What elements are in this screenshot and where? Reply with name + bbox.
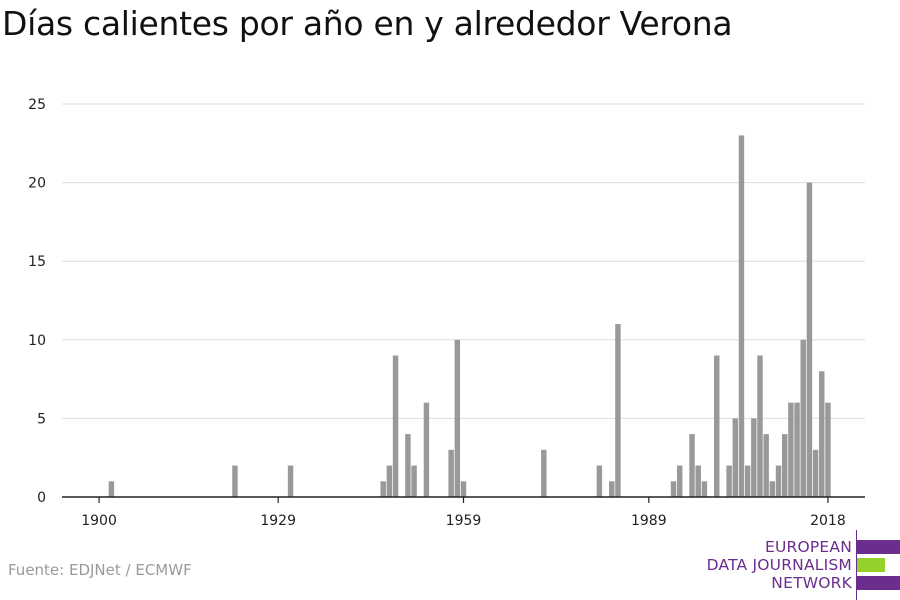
bar <box>689 434 695 497</box>
bar <box>819 371 825 497</box>
y-tick-label: 25 <box>28 97 46 113</box>
bar <box>411 465 417 497</box>
bars <box>108 135 831 497</box>
y-tick-label: 5 <box>37 411 46 427</box>
bar <box>806 182 813 497</box>
bar <box>386 465 393 497</box>
logo-purple-bar-bottom <box>857 576 900 590</box>
gridlines <box>62 103 865 419</box>
y-tick-label: 15 <box>28 254 46 270</box>
x-tick-label: 1900 <box>81 513 117 529</box>
bar <box>448 449 454 497</box>
bar <box>108 481 115 497</box>
bar <box>763 434 769 497</box>
x-tick-label: 1929 <box>260 513 296 529</box>
x-tick-label: 2018 <box>810 513 846 529</box>
bar <box>738 135 745 497</box>
logo-purple-bar-top <box>857 540 900 554</box>
logo-line-european: EUROPEAN <box>764 538 852 556</box>
bar <box>825 402 831 497</box>
logo-line-data-journalism: DATA JOURNALISM <box>706 556 852 574</box>
bar <box>615 324 621 497</box>
bar <box>596 465 603 497</box>
logo-green-bar <box>857 558 885 572</box>
bar <box>781 434 788 497</box>
bar-chart: 0 5 10 15 20 25 1900 1929 1959 1989 2018 <box>28 97 865 529</box>
bar <box>460 481 467 497</box>
source-note: Fuente: EDJNet / ECMWF <box>8 561 192 579</box>
bar <box>676 465 683 497</box>
bar <box>380 481 386 497</box>
x-tick-label: 1959 <box>446 513 482 529</box>
bar <box>695 465 701 497</box>
bar <box>751 418 757 497</box>
bar <box>701 481 708 497</box>
bar <box>769 481 776 497</box>
bar <box>732 418 739 497</box>
bar <box>392 355 399 497</box>
y-tick-label: 20 <box>28 176 46 192</box>
bar <box>800 339 806 497</box>
bar <box>726 465 732 497</box>
bar <box>232 465 238 497</box>
bar <box>794 402 800 497</box>
bar <box>744 465 751 497</box>
bar <box>812 449 819 497</box>
edjnet-logo: EUROPEAN DATA JOURNALISM NETWORK <box>700 530 900 600</box>
bar <box>775 465 782 497</box>
y-tick-label: 0 <box>37 490 46 506</box>
axes: 0 5 10 15 20 25 1900 1929 1959 1989 2018 <box>28 97 865 529</box>
logo-line-network: NETWORK <box>771 574 852 592</box>
logo-divider <box>856 530 857 600</box>
bar <box>757 355 763 497</box>
bar <box>287 465 294 497</box>
bar <box>405 434 411 497</box>
chart-title: Días calientes por año en y alrededor Ve… <box>2 4 733 43</box>
bar <box>609 481 615 497</box>
bar <box>454 339 461 497</box>
bar <box>714 355 720 497</box>
y-tick-label: 10 <box>28 333 46 349</box>
bar <box>788 402 794 497</box>
bar <box>423 402 430 497</box>
x-tick-label: 1989 <box>631 513 667 529</box>
bar <box>670 481 677 497</box>
bar <box>541 449 547 497</box>
